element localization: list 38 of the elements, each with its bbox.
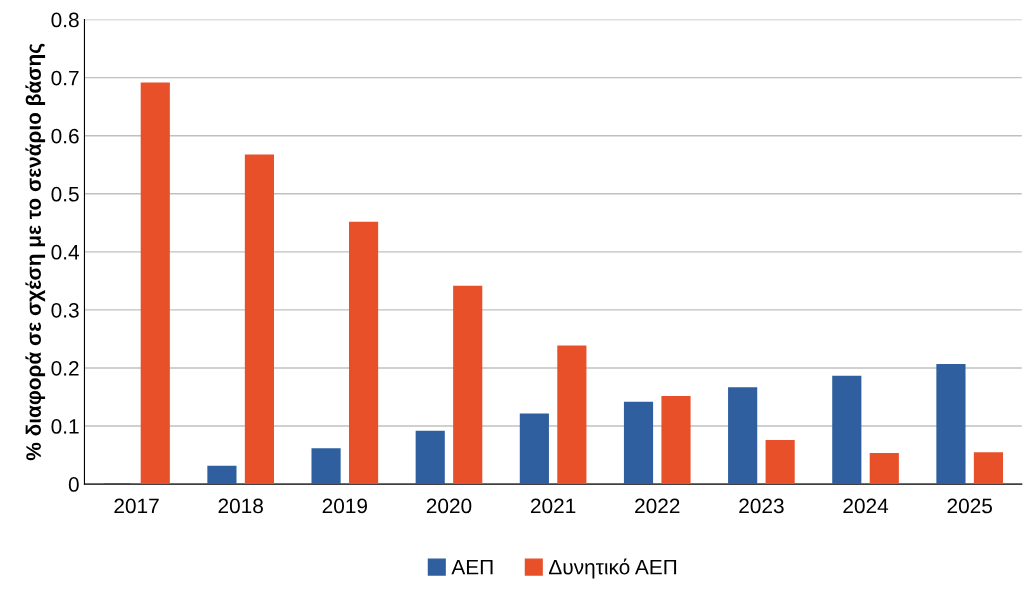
y-tick-label: 0.6 [51, 128, 79, 144]
x-tick-label: 2023 [739, 498, 784, 514]
bar [519, 413, 549, 485]
bar [869, 452, 899, 485]
bar [348, 221, 379, 485]
x-tick-label: 2021 [530, 498, 576, 514]
bar [311, 448, 341, 485]
bar [728, 387, 758, 485]
bar [453, 285, 483, 485]
y-tick-label: 0.5 [51, 186, 79, 202]
bar [832, 375, 862, 485]
x-tick-label: 2025 [947, 498, 992, 514]
x-tick-label: 2020 [426, 498, 472, 514]
bar [623, 401, 654, 485]
bar [415, 430, 445, 485]
bar [557, 345, 587, 485]
bar [765, 440, 795, 485]
y-tick-label: 0.1 [51, 419, 79, 434]
y-tick-label: 0.2 [51, 360, 79, 376]
x-tick-label: 2019 [322, 498, 368, 514]
x-tick-label: 2024 [843, 498, 889, 514]
y-axis-title: % διαφορά σε σχέση με το σενάριο βάσης [25, 43, 46, 461]
bar [207, 465, 237, 485]
x-tick-label: 2017 [114, 498, 159, 514]
bar [973, 452, 1004, 485]
bar [936, 364, 966, 485]
legend-label: Δυνητικό ΑΕΠ [549, 558, 677, 579]
y-tick-label: 0.3 [51, 302, 79, 318]
y-tick-label: 0.4 [51, 244, 79, 260]
bar [140, 82, 170, 485]
y-tick-label: 0.8 [51, 12, 79, 28]
bar [244, 154, 274, 485]
y-tick-label: 0.7 [51, 70, 79, 86]
y-tick-label: 0 [68, 477, 79, 492]
x-tick-label: 2018 [218, 498, 263, 514]
legend-label: ΑΕΠ [451, 559, 493, 575]
x-tick-label: 2022 [635, 498, 680, 514]
bar [661, 395, 691, 485]
